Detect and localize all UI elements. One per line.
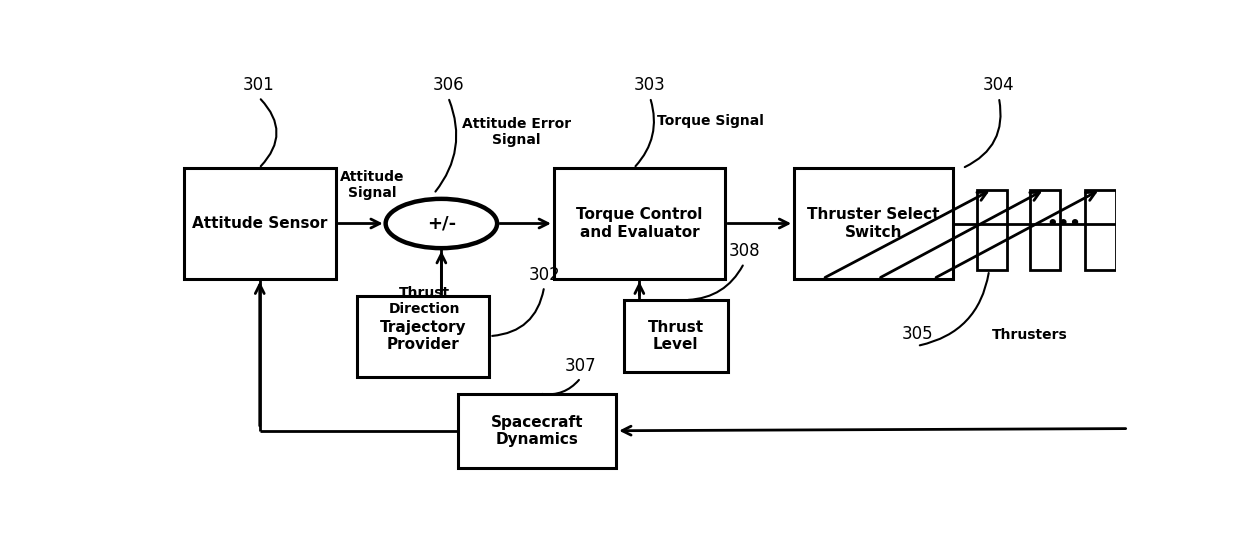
Text: 301: 301 xyxy=(243,76,275,94)
FancyBboxPatch shape xyxy=(1085,189,1116,270)
Text: 306: 306 xyxy=(433,76,464,94)
Text: Torque Control
and Evaluator: Torque Control and Evaluator xyxy=(577,208,703,240)
Text: 308: 308 xyxy=(728,242,760,260)
Text: 305: 305 xyxy=(901,325,932,343)
Text: Spacecraft
Dynamics: Spacecraft Dynamics xyxy=(491,415,583,447)
Text: 303: 303 xyxy=(634,76,666,94)
FancyBboxPatch shape xyxy=(794,168,952,279)
FancyBboxPatch shape xyxy=(458,394,616,468)
FancyBboxPatch shape xyxy=(977,189,1007,270)
Text: Attitude Error
Signal: Attitude Error Signal xyxy=(461,117,570,147)
FancyBboxPatch shape xyxy=(554,168,725,279)
FancyBboxPatch shape xyxy=(624,300,728,372)
Text: Thrust
Level: Thrust Level xyxy=(647,320,704,352)
FancyBboxPatch shape xyxy=(1029,189,1060,270)
Text: Attitude Sensor: Attitude Sensor xyxy=(192,216,327,231)
FancyBboxPatch shape xyxy=(184,168,336,279)
Text: 302: 302 xyxy=(528,266,560,284)
Text: 304: 304 xyxy=(983,76,1014,94)
Text: +/-: +/- xyxy=(427,215,456,232)
Text: Trajectory
Provider: Trajectory Provider xyxy=(379,320,466,352)
Text: Thruster Select
Switch: Thruster Select Switch xyxy=(807,208,940,240)
Text: 307: 307 xyxy=(565,357,596,375)
Text: Thrusters: Thrusters xyxy=(992,328,1068,342)
Text: •••: ••• xyxy=(1047,215,1081,233)
FancyBboxPatch shape xyxy=(357,296,490,376)
Text: Attitude
Signal: Attitude Signal xyxy=(340,170,404,200)
Text: Torque Signal: Torque Signal xyxy=(657,114,764,128)
Text: Thrust
Direction: Thrust Direction xyxy=(388,286,460,316)
